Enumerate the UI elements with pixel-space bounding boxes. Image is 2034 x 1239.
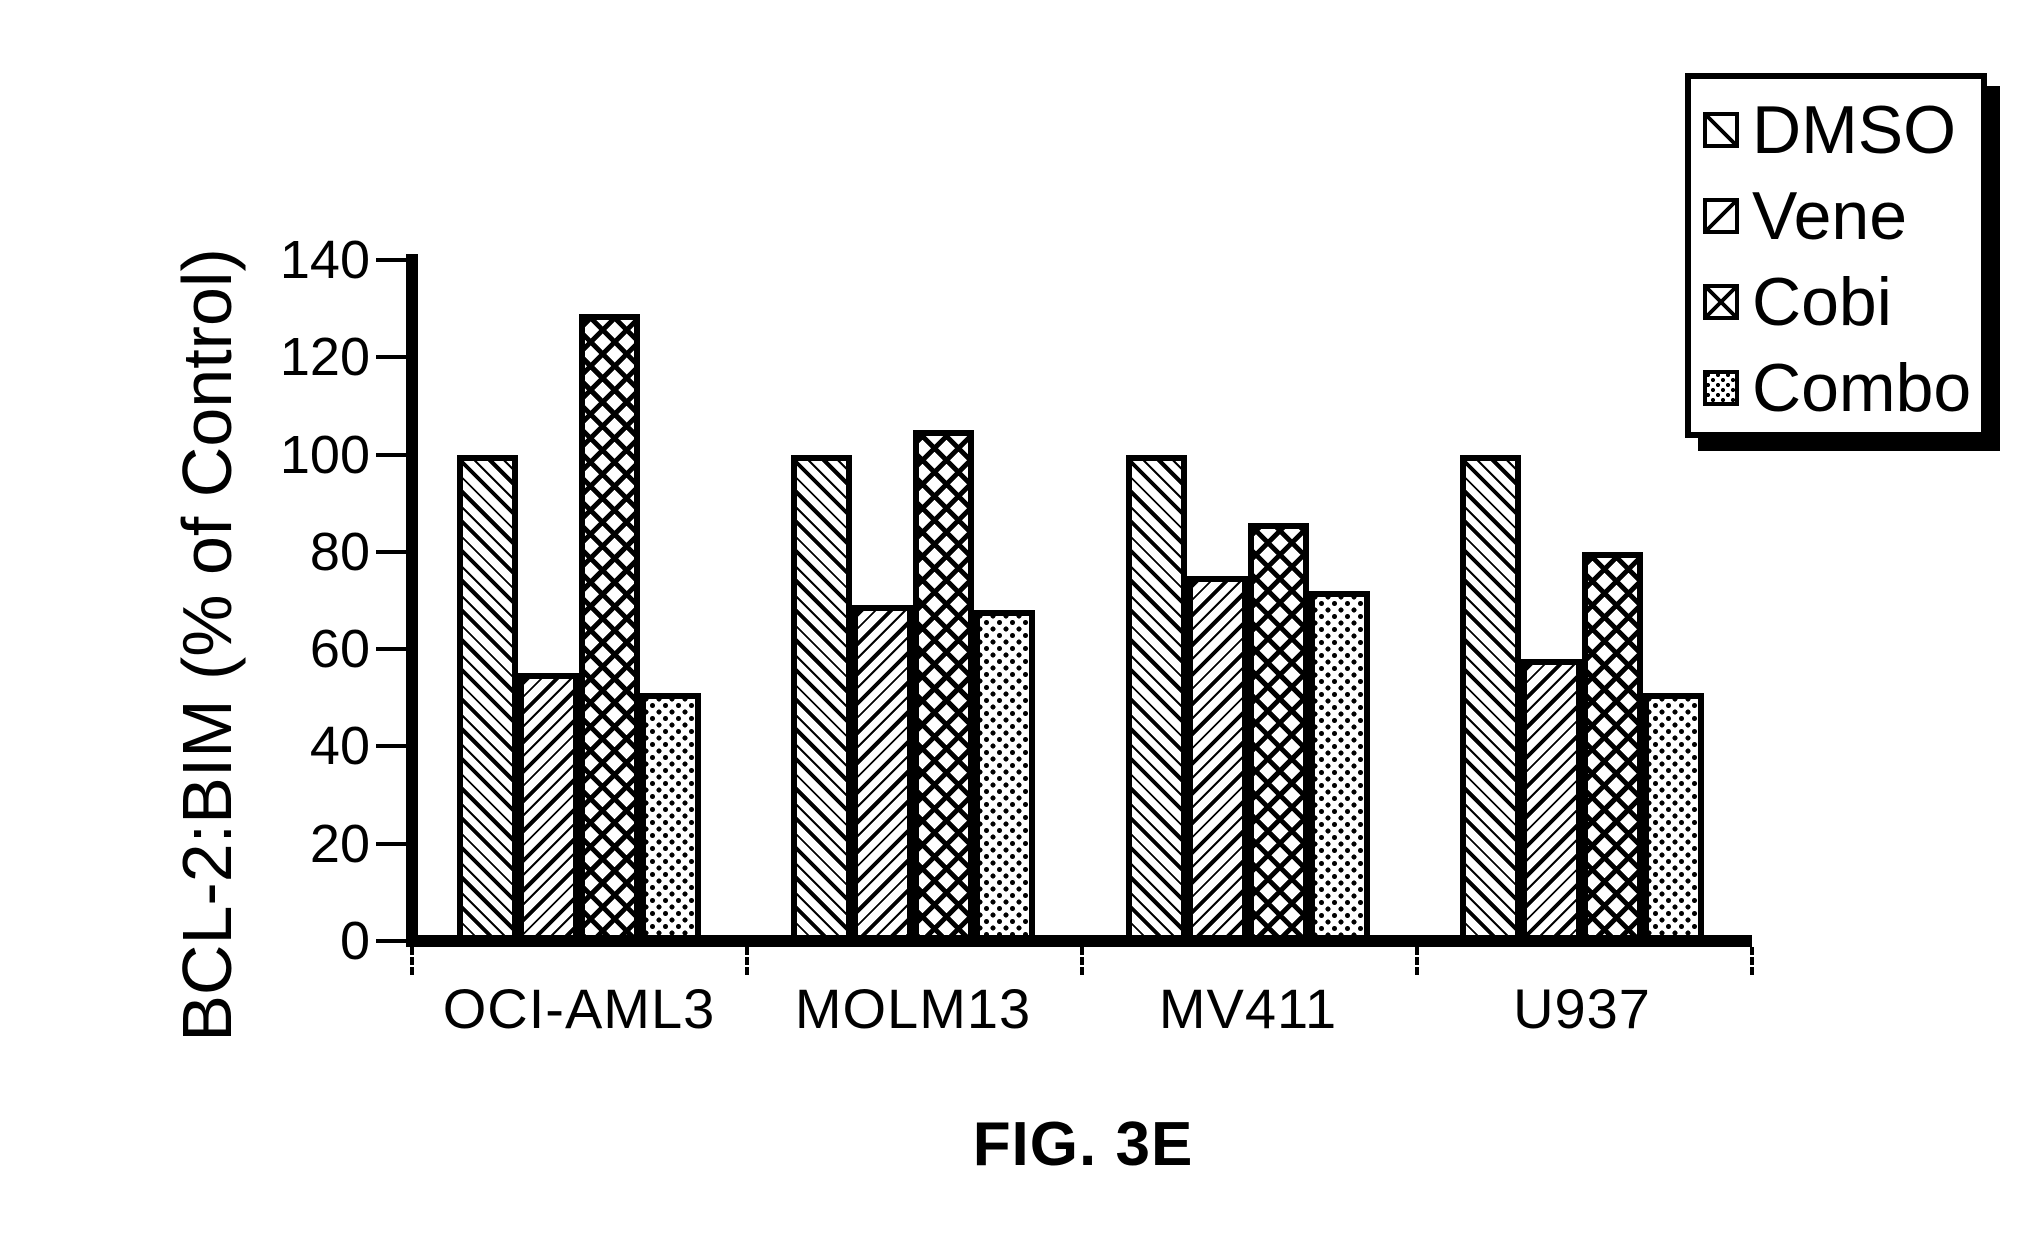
y-tick-label: 20 (309, 813, 370, 874)
y-tick (376, 841, 408, 846)
y-axis-line (406, 254, 418, 947)
bar-cobi-mv411 (1248, 522, 1309, 947)
bar-vene-mv411 (1187, 576, 1248, 947)
x-tick (1415, 947, 1419, 975)
y-tick-label: 140 (279, 229, 370, 290)
legend-label-dmso: DMSO (1752, 92, 1956, 168)
figure-caption: FIG. 3E (972, 1110, 1194, 1179)
bar-combo-molm13 (974, 610, 1035, 947)
bar-cobi-molm13 (913, 430, 974, 947)
bar-dmso-mv411 (1126, 454, 1187, 947)
y-tick-label: 40 (309, 716, 370, 777)
bar-vene-u937 (1521, 658, 1582, 947)
x-axis-line (406, 935, 1752, 947)
y-tick-label: 0 (339, 911, 370, 971)
y-tick (376, 744, 408, 749)
x-tick (745, 947, 749, 975)
bar-combo-u937 (1643, 692, 1704, 947)
x-label-oci-aml3: OCI-AML3 (442, 977, 716, 1040)
bar-cobi-u937 (1582, 551, 1643, 947)
legend-label-vene: Vene (1752, 178, 1908, 254)
y-tick-label: 60 (309, 619, 370, 680)
x-label-molm13: MOLM13 (794, 977, 1032, 1040)
bar-dmso-molm13 (791, 454, 852, 947)
y-tick (376, 257, 408, 262)
y-tick-label: 80 (309, 521, 370, 582)
legend-item-cobi: Cobi (1703, 259, 1981, 345)
bar-combo-mv411 (1309, 590, 1370, 947)
bar-vene-molm13 (852, 605, 913, 947)
y-tick (376, 647, 408, 652)
legend: DMSO Vene Cobi Combo (1685, 73, 1987, 438)
legend-item-dmso: DMSO (1703, 87, 1981, 173)
y-tick-label: 100 (279, 424, 370, 485)
legend-item-combo: Combo (1703, 345, 1981, 431)
y-tick-label: 120 (279, 327, 370, 388)
bar-combo-oci-aml3 (640, 692, 701, 947)
y-tick (376, 939, 408, 943)
x-label-u937: U937 (1513, 977, 1651, 1040)
x-tick (1750, 947, 1754, 975)
legend-label-cobi: Cobi (1752, 264, 1892, 340)
x-tick (1080, 947, 1084, 975)
legend-item-vene: Vene (1703, 173, 1981, 259)
bar-dmso-u937 (1460, 454, 1521, 947)
y-tick (376, 355, 408, 360)
bar-dmso-oci-aml3 (457, 454, 518, 947)
x-tick (410, 947, 414, 975)
vene-swatch-icon (1703, 198, 1739, 234)
y-tick (376, 549, 408, 554)
y-tick (376, 452, 408, 457)
combo-swatch-icon (1703, 370, 1739, 406)
dmso-swatch-icon (1703, 112, 1739, 148)
cobi-swatch-icon (1703, 284, 1739, 320)
bar-vene-oci-aml3 (518, 673, 579, 947)
x-label-mv411: MV411 (1158, 977, 1338, 1040)
legend-label-combo: Combo (1752, 350, 1972, 426)
bar-cobi-oci-aml3 (579, 313, 640, 947)
